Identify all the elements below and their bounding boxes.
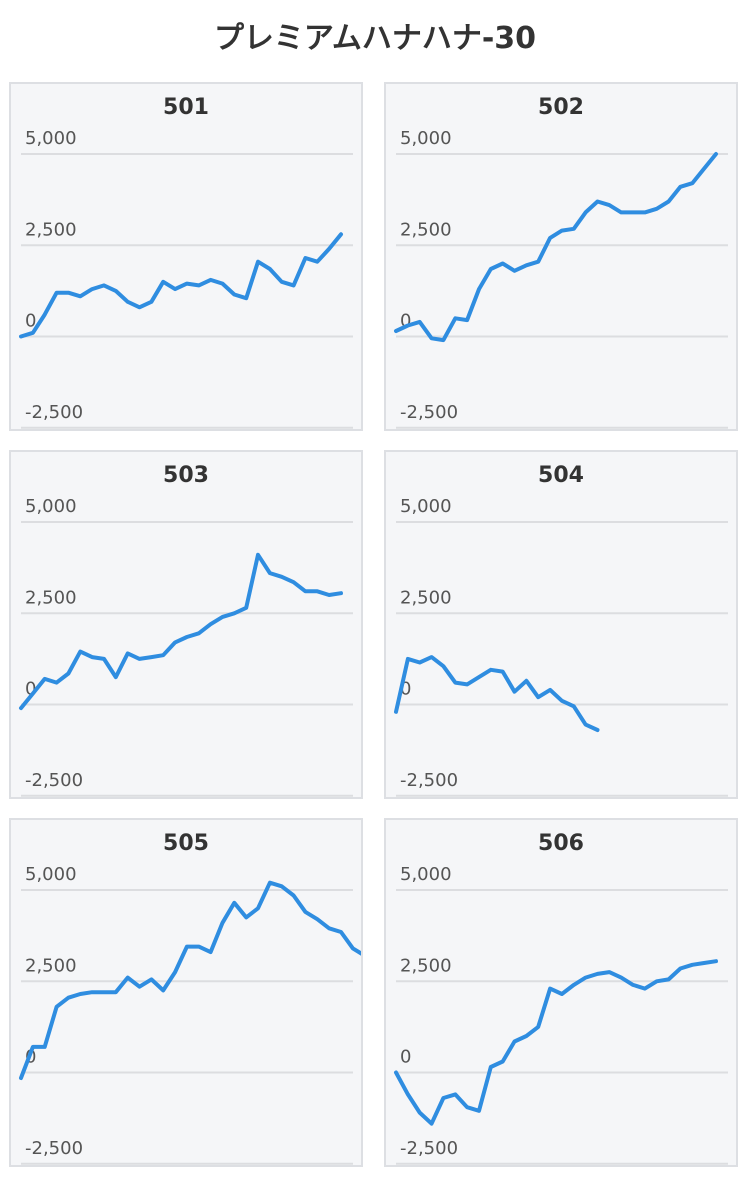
y-tick-label: 5,000 xyxy=(400,864,452,885)
series-line xyxy=(19,232,343,339)
y-tick-label: 0 xyxy=(400,1047,411,1068)
series-line xyxy=(394,959,718,1126)
y-tick-label: -2,500 xyxy=(400,770,458,791)
chart-card-501[interactable]: 501 5,000 2,500 0 -2,500 xyxy=(9,82,363,431)
series-line xyxy=(394,152,718,343)
y-tick-label: -2,500 xyxy=(400,402,458,423)
page-title: プレミアムハナハナ-30 xyxy=(213,21,537,56)
y-tick-label: 2,500 xyxy=(400,587,452,608)
chart-card-506[interactable]: 506 5,000 2,500 0 -2,500 xyxy=(384,818,738,1167)
chart-svg: 502 5,000 2,500 0 -2,500 xyxy=(394,95,728,429)
series-line xyxy=(19,552,343,711)
y-tick-label: 2,500 xyxy=(400,955,452,976)
y-tick-label: 2,500 xyxy=(25,219,77,240)
y-tick-label: 2,500 xyxy=(400,219,452,240)
chart-card-505[interactable]: 505 5,000 2,500 0 -2,500 xyxy=(9,818,363,1167)
y-tick-label: -2,500 xyxy=(25,770,83,791)
chart-svg: 501 5,000 2,500 0 -2,500 xyxy=(19,95,353,429)
chart-title: 503 xyxy=(163,463,209,488)
y-tick-label: 0 xyxy=(400,311,411,332)
y-tick-label: 0 xyxy=(25,311,36,332)
y-tick-label: 0 xyxy=(400,679,411,700)
chart-svg: 503 5,000 2,500 0 -2,500 xyxy=(19,463,353,797)
y-tick-label: 5,000 xyxy=(400,496,452,517)
chart-title: 504 xyxy=(538,463,584,488)
y-tick-label: 5,000 xyxy=(400,128,452,149)
y-tick-label: 5,000 xyxy=(25,496,77,517)
series-line xyxy=(19,880,361,1080)
chart-svg: 506 5,000 2,500 0 -2,500 xyxy=(394,831,728,1165)
y-tick-label: 5,000 xyxy=(25,864,77,885)
chart-svg: 504 5,000 2,500 0 -2,500 xyxy=(394,463,728,797)
chart-title: 506 xyxy=(538,831,584,856)
y-tick-label: -2,500 xyxy=(25,1138,83,1159)
series-line xyxy=(394,655,600,732)
y-tick-label: 0 xyxy=(25,679,36,700)
chart-card-503[interactable]: 503 5,000 2,500 0 -2,500 xyxy=(9,450,363,799)
y-tick-label: -2,500 xyxy=(25,402,83,423)
y-tick-label: 2,500 xyxy=(25,587,77,608)
chart-title: 505 xyxy=(163,831,209,856)
chart-card-502[interactable]: 502 5,000 2,500 0 -2,500 xyxy=(384,82,738,431)
y-tick-label: 5,000 xyxy=(25,128,77,149)
chart-title: 502 xyxy=(538,95,584,120)
chart-card-504[interactable]: 504 5,000 2,500 0 -2,500 xyxy=(384,450,738,799)
chart-title: 501 xyxy=(163,95,209,120)
y-tick-label: -2,500 xyxy=(400,1138,458,1159)
y-tick-label: 2,500 xyxy=(25,955,77,976)
